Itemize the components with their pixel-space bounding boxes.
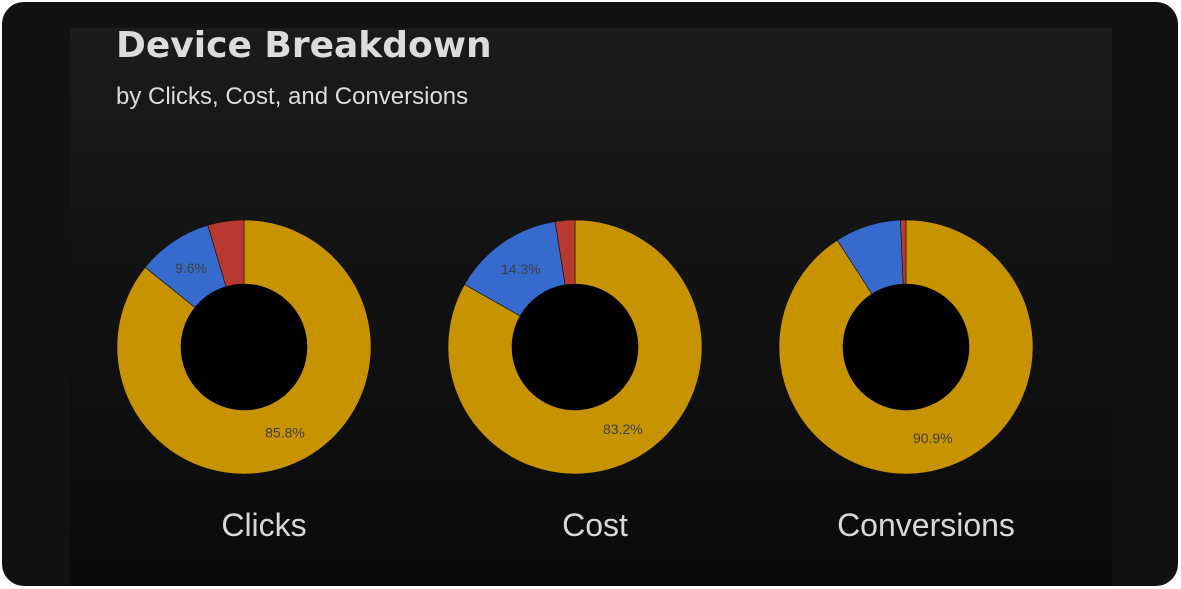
donut-clicks: 85.8% 9.6% Clicks (116, 219, 372, 543)
page-subtitle: by Clicks, Cost, and Conversions (116, 83, 469, 110)
donut-hole (512, 284, 638, 410)
slice-percent-label: 14.3% (501, 261, 541, 277)
donut-conversions: 90.9% Conversions (778, 219, 1034, 543)
donut-title: Clicks (221, 507, 306, 543)
slice-percent-label: 83.2% (603, 421, 643, 437)
slice-percent-label: 9.6% (175, 260, 207, 276)
donut-hole (843, 284, 969, 410)
slice-percent-label: 85.8% (265, 425, 305, 441)
donut-hole (181, 284, 307, 410)
donut-title: Conversions (837, 507, 1015, 543)
page-title: Device Breakdown (116, 25, 492, 66)
donut-title: Cost (562, 507, 628, 543)
slice-percent-label: 90.9% (913, 430, 953, 446)
donut-cost: 83.2% 14.3% Cost (447, 219, 703, 543)
